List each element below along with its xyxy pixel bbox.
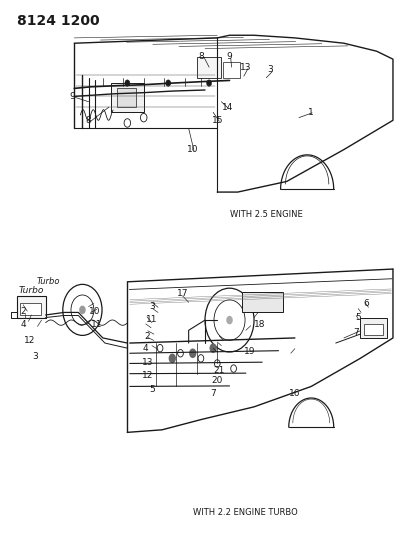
Text: 8: 8 (198, 52, 203, 61)
Text: 6: 6 (363, 299, 369, 308)
Text: 19: 19 (244, 347, 255, 356)
Text: 7: 7 (210, 389, 216, 398)
Bar (364, 324, 382, 335)
Text: 7: 7 (353, 328, 358, 337)
Text: 5: 5 (148, 385, 154, 394)
Circle shape (125, 80, 130, 86)
Bar (196, 56, 221, 78)
Text: 8: 8 (85, 116, 91, 125)
Text: 20: 20 (211, 376, 222, 385)
Circle shape (206, 80, 211, 86)
Circle shape (165, 80, 170, 86)
Text: Turbo: Turbo (36, 277, 60, 286)
Bar (111, 83, 144, 112)
Circle shape (189, 349, 196, 358)
Text: 10: 10 (187, 145, 198, 154)
Bar (241, 292, 282, 312)
Text: 9: 9 (226, 52, 232, 61)
Text: 16: 16 (288, 389, 300, 398)
Text: 4: 4 (143, 344, 148, 353)
Text: 9: 9 (69, 92, 75, 101)
Text: 1: 1 (308, 108, 313, 117)
Bar (360, 318, 386, 338)
Bar (117, 88, 135, 107)
Text: 12: 12 (142, 371, 153, 380)
Circle shape (168, 353, 175, 363)
Text: 11: 11 (146, 315, 157, 324)
Text: WITH 2.5 ENGINE: WITH 2.5 ENGINE (229, 210, 302, 219)
Text: 14: 14 (221, 102, 233, 111)
Bar (17, 296, 45, 318)
Bar (20, 303, 40, 316)
Text: WITH 2.2 ENGINE TURBO: WITH 2.2 ENGINE TURBO (193, 508, 297, 517)
Text: 3: 3 (32, 352, 38, 361)
Circle shape (226, 316, 232, 325)
Text: 13: 13 (142, 358, 153, 367)
Text: 13: 13 (240, 63, 251, 71)
Text: Turbo: Turbo (18, 286, 44, 295)
Text: 18: 18 (254, 320, 265, 329)
Text: 5: 5 (355, 312, 360, 321)
Text: 15: 15 (211, 116, 222, 125)
Bar (223, 62, 239, 78)
Text: 17: 17 (176, 288, 188, 297)
Text: 21: 21 (213, 366, 225, 375)
Circle shape (209, 343, 216, 353)
Text: 12: 12 (24, 336, 35, 345)
Text: 8124 1200: 8124 1200 (17, 14, 99, 28)
Circle shape (79, 305, 85, 314)
Text: 3: 3 (267, 66, 272, 74)
Text: 2: 2 (144, 332, 149, 341)
Text: 4: 4 (20, 320, 26, 329)
Text: 11: 11 (91, 320, 102, 329)
Text: 3: 3 (148, 302, 154, 311)
Text: 10: 10 (89, 307, 100, 316)
Text: 2: 2 (20, 307, 26, 316)
